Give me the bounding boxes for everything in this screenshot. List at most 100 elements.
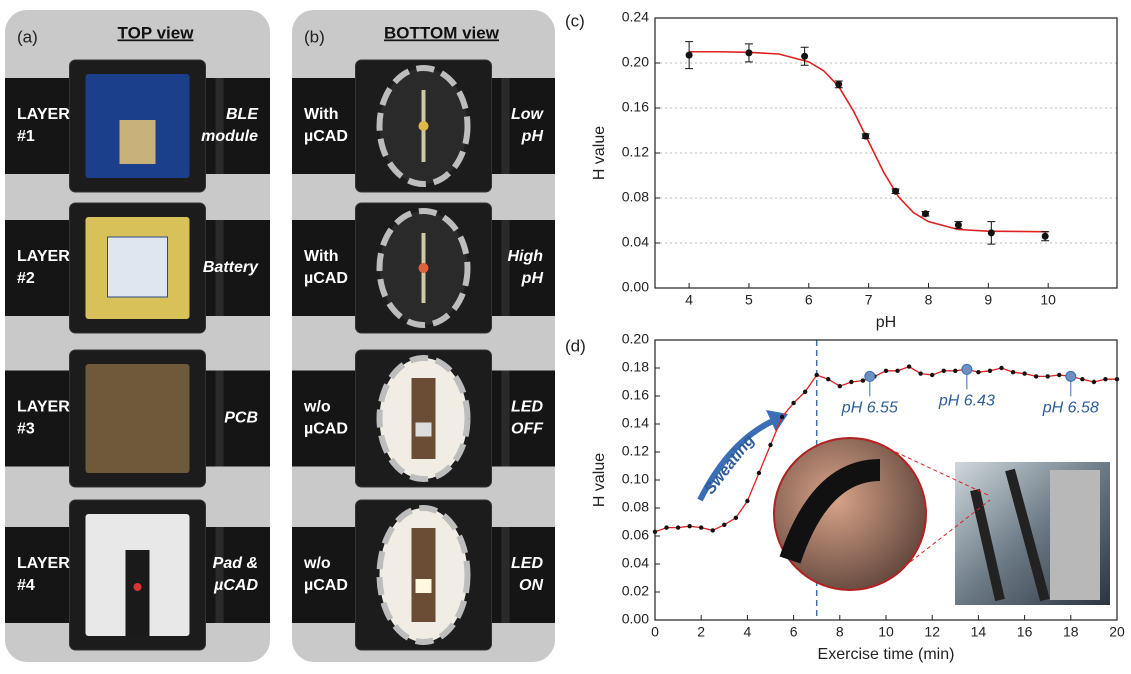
data-point xyxy=(921,210,929,218)
x-tick-label: 12 xyxy=(924,624,940,640)
led xyxy=(415,579,432,593)
data-point xyxy=(999,365,1004,371)
y-tick-label: 0.08 xyxy=(622,499,649,515)
data-point xyxy=(954,221,962,229)
led-strip xyxy=(411,528,436,622)
panel-title: BOTTOM view xyxy=(384,23,500,42)
data-point xyxy=(953,368,958,373)
data-point xyxy=(675,525,681,530)
row-left-label: LAYER xyxy=(17,248,70,265)
x-tick-label: 18 xyxy=(1063,624,1079,640)
data-point xyxy=(837,384,842,389)
x-tick-label: 20 xyxy=(1109,624,1125,640)
data-point xyxy=(892,187,900,195)
data-point xyxy=(1022,371,1027,376)
data-point xyxy=(1103,377,1108,382)
axis-frame xyxy=(654,17,1118,289)
row-left-label: LAYER xyxy=(17,555,70,572)
row-left-label: With xyxy=(304,106,339,123)
y-tick-label: 0.20 xyxy=(622,54,649,70)
y-tick-label: 0.08 xyxy=(622,189,649,205)
x-tick-label: 5 xyxy=(745,292,753,308)
zoom-line xyxy=(904,499,991,567)
y-tick-label: 0.24 xyxy=(622,9,649,25)
data-point xyxy=(802,389,808,394)
y-tick-label: 0.20 xyxy=(622,331,649,347)
row-right-label: µCAD xyxy=(213,577,258,594)
led-strip xyxy=(411,378,436,459)
row-right-label: Low xyxy=(511,106,545,123)
strap-notch xyxy=(215,370,224,467)
strap-notch xyxy=(215,78,224,174)
x-tick-label: 10 xyxy=(1040,292,1056,308)
panel-label: (a) xyxy=(17,27,38,46)
row-right-label: BLE xyxy=(226,106,259,123)
data-point xyxy=(1033,374,1039,379)
data-point xyxy=(768,442,773,448)
x-tick-label: 4 xyxy=(744,624,752,640)
row-right-label: LED xyxy=(511,555,543,572)
y-tick-label: 0.02 xyxy=(622,583,649,599)
y-tick-label: 0.12 xyxy=(622,443,649,459)
dye-spot xyxy=(418,121,429,131)
data-point xyxy=(987,229,995,237)
x-axis-title: pH xyxy=(876,314,896,331)
data-point xyxy=(930,372,935,378)
axis-frame xyxy=(654,339,1118,621)
x-tick-label: 0 xyxy=(651,624,659,640)
magnifier xyxy=(773,437,927,591)
pad-channel xyxy=(125,550,150,636)
data-point xyxy=(687,524,692,529)
y-tick-label: 0.16 xyxy=(622,99,649,115)
x-tick-label: 14 xyxy=(971,624,987,640)
data-point xyxy=(814,372,819,378)
data-point xyxy=(1041,232,1049,240)
data-point xyxy=(722,522,727,527)
row-left-label: #2 xyxy=(17,270,35,287)
y-axis-title: H value xyxy=(591,453,608,507)
data-point xyxy=(685,51,693,59)
y-tick-label: 0.00 xyxy=(622,279,649,295)
data-point xyxy=(883,368,889,373)
data-point xyxy=(862,132,870,140)
strap-notch xyxy=(501,78,510,174)
y-tick-label: 0.04 xyxy=(622,234,649,250)
data-point xyxy=(1010,370,1016,375)
strap-notch xyxy=(215,220,224,316)
data-point xyxy=(941,368,946,373)
led xyxy=(415,422,432,437)
row-right-label: pH xyxy=(521,128,544,145)
data-point xyxy=(895,368,900,373)
photo-person xyxy=(1050,470,1100,600)
arrow-label: Sweating xyxy=(701,432,758,498)
x-tick-label: 2 xyxy=(697,624,705,640)
battery-label xyxy=(107,236,168,298)
row-right-label: OFF xyxy=(511,421,544,438)
data-point xyxy=(745,498,750,504)
y-tick-label: 0.12 xyxy=(622,144,649,160)
row-right-label: pH xyxy=(521,270,544,287)
row-right-label: PCB xyxy=(224,410,258,427)
x-tick-label: 6 xyxy=(790,624,798,640)
row-left-label: LAYER xyxy=(17,399,70,416)
zoom-line xyxy=(869,439,991,497)
row-left-label: #3 xyxy=(17,421,35,438)
row-right-label: ON xyxy=(519,577,543,594)
panel-label: (d) xyxy=(565,336,586,355)
data-point xyxy=(987,368,993,373)
data-point xyxy=(918,371,923,376)
data-point xyxy=(791,400,796,406)
data-point xyxy=(1091,379,1097,385)
x-tick-label: 10 xyxy=(878,624,894,640)
row-left-label: µCAD xyxy=(304,421,348,438)
x-tick-label: 8 xyxy=(836,624,844,640)
y-axis-title: H value xyxy=(591,126,608,180)
data-point xyxy=(779,414,785,420)
annotation-label: pH 6.58 xyxy=(1042,400,1099,417)
device-content xyxy=(85,364,190,473)
x-tick-label: 7 xyxy=(865,292,873,308)
x-tick-label: 9 xyxy=(984,292,992,308)
data-point xyxy=(1045,374,1050,379)
row-right-label: High xyxy=(507,248,543,265)
data-point xyxy=(1080,377,1085,382)
